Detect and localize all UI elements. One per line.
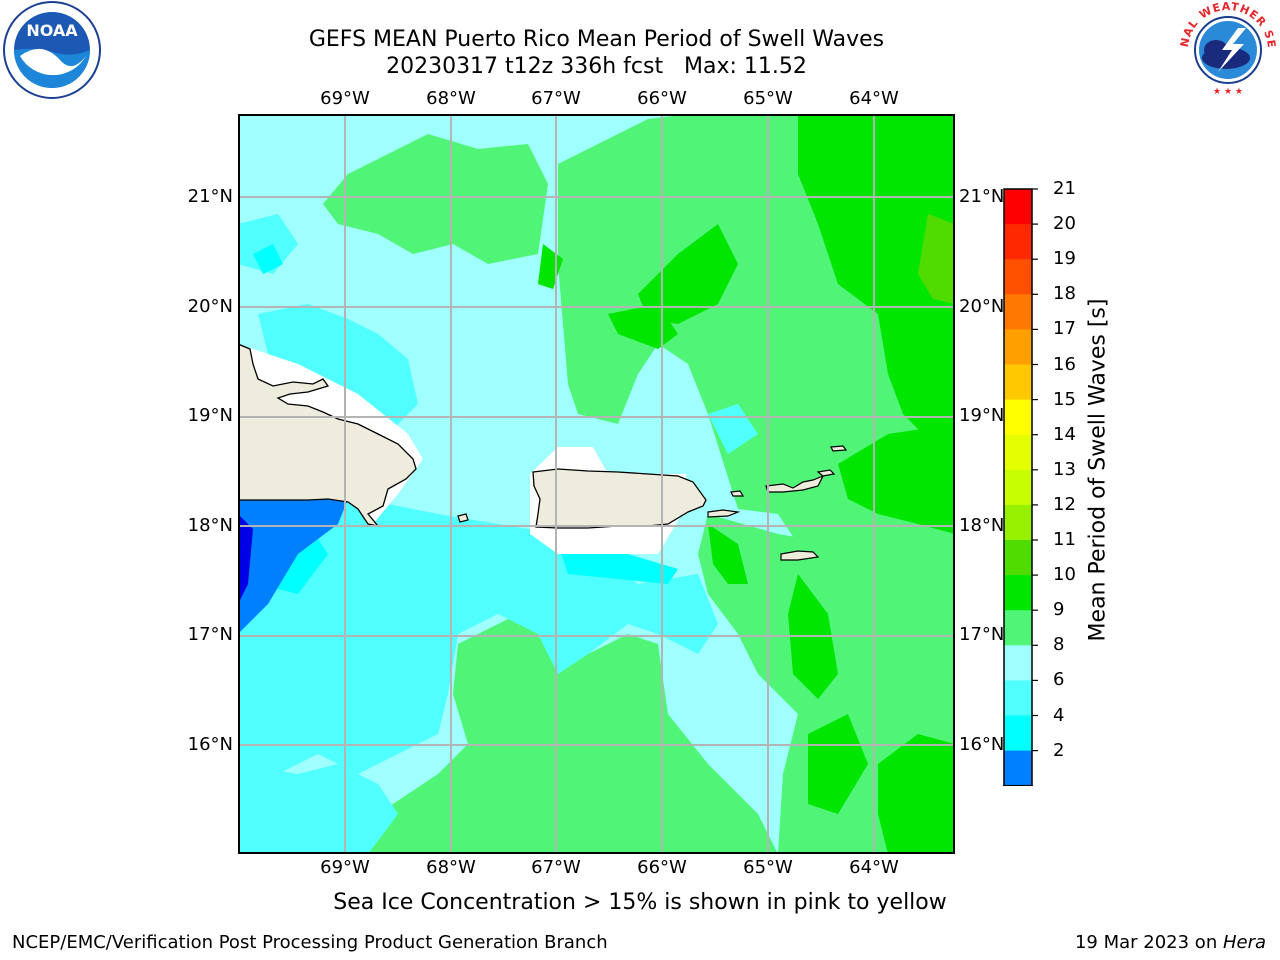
graticule (238, 114, 955, 854)
colorbar-swatch (1004, 680, 1032, 716)
lat-label-right-17n: 17°N (959, 624, 1005, 645)
land-mona (457, 513, 469, 523)
colorbar-swatch (1004, 224, 1032, 260)
lat-label-right-19n: 19°N (959, 405, 1005, 426)
colorbar-tick-label: 6 (1053, 669, 1065, 691)
lat-label-right-18n: 18°N (959, 515, 1005, 536)
colorbar-tick-label: 12 (1053, 493, 1076, 515)
lon-label-bottom-64w: 64°W (849, 857, 899, 878)
lon-label-bottom-66w: 66°W (637, 857, 687, 878)
lat-label-left-18n: 18°N (187, 515, 233, 536)
lat-label-left-19n: 19°N (187, 405, 233, 426)
lon-label-top-66w: 66°W (637, 88, 687, 109)
field-blue (238, 499, 348, 634)
nws-logo: NATIONAL WEATHER SERVICE ★ ★ ★ (1173, 0, 1278, 100)
colorbar-tick-label: 15 (1053, 388, 1076, 410)
lat-label-right-16n: 16°N (959, 734, 1005, 755)
colorbar-swatch (1004, 329, 1032, 365)
lon-label-top-69w: 69°W (320, 88, 370, 109)
field-bright-green-4 (838, 424, 955, 534)
field-green-north (323, 134, 548, 264)
colorbar-swatch (1004, 364, 1032, 401)
land-st-croix (780, 550, 820, 561)
field-bright-green-8 (878, 734, 955, 854)
field-lime (918, 214, 955, 304)
noaa-logo-text: NOAA (26, 21, 78, 40)
colorbar-swatch (1004, 715, 1032, 752)
colorbar-outline (1003, 188, 1033, 787)
colorbar-swatch (1004, 434, 1032, 471)
sea-ice-note: Sea Ice Concentration > 15% is shown in … (333, 890, 947, 915)
colorbar-tick-label: 4 (1053, 704, 1065, 726)
colorbar-tick-label: 13 (1053, 458, 1076, 480)
colorbar-swatch (1004, 294, 1032, 330)
colorbar-swatch (1004, 399, 1032, 436)
lon-label-bottom-68w: 68°W (426, 857, 476, 878)
lon-label-top-68w: 68°W (426, 88, 476, 109)
lon-label-bottom-69w: 69°W (320, 857, 370, 878)
lat-label-right-21n: 21°N (959, 186, 1005, 207)
lat-label-left-21n: 21°N (187, 186, 233, 207)
colorbar (1000, 186, 1040, 816)
footer-date-text: 19 Mar 2023 on (1074, 932, 1223, 953)
map-title: GEFS MEAN Puerto Rico Mean Period of Swe… (308, 27, 885, 52)
land-vieques (707, 509, 741, 518)
lon-label-top-67w: 67°W (531, 88, 581, 109)
field-darkblue (238, 514, 253, 604)
colorbar-tick-label: 16 (1053, 353, 1076, 375)
colorbar-swatch (1004, 259, 1032, 295)
lon-label-top-64w: 64°W (849, 88, 899, 109)
colorbar-tick-label: 19 (1053, 248, 1076, 270)
field-green-southcentral (368, 619, 778, 854)
colorbar-swatch (1004, 469, 1032, 506)
colorbar-tick-label: 10 (1053, 564, 1076, 586)
colorbar-swatches (1002, 188, 1038, 816)
lon-label-top-65w: 65°W (743, 88, 793, 109)
colorbar-tick-label: 20 (1053, 213, 1076, 235)
map-panel (238, 114, 955, 854)
svg-text:★ ★ ★: ★ ★ ★ (1213, 87, 1243, 97)
field-bright-green-3 (608, 304, 678, 349)
colorbar-tick-label: 2 (1053, 739, 1065, 761)
footer-date: 19 Mar 2023 on Hera (1075, 932, 1266, 953)
colorbar-tick-label: 8 (1053, 634, 1065, 656)
colorbar-swatch (1004, 540, 1032, 576)
field-bright-green-5 (708, 524, 748, 584)
colorbar-tick-label: 18 (1053, 283, 1076, 305)
lat-label-left-16n: 16°N (187, 734, 233, 755)
field-bright-green-7 (808, 714, 868, 814)
colorbar-swatch (1004, 645, 1032, 681)
lon-label-bottom-65w: 65°W (743, 857, 793, 878)
lat-label-right-20n: 20°N (959, 296, 1005, 317)
field-green-southwest (408, 794, 558, 854)
colorbar-label: Mean Period of Swell Waves [s] (1085, 298, 1111, 642)
field-aqua-2 (253, 244, 283, 274)
colorbar-swatch (1004, 610, 1032, 646)
field-cyan-west2 (258, 304, 418, 434)
land-culebra (730, 490, 745, 497)
colorbar-tick-label: 14 (1053, 423, 1076, 445)
field-cyan-south (238, 764, 398, 854)
swell-period-map (238, 114, 955, 854)
colorbar-swatch (1004, 189, 1032, 225)
land-anegada (830, 445, 848, 452)
lat-label-left-17n: 17°N (187, 624, 233, 645)
lon-label-bottom-67w: 67°W (531, 857, 581, 878)
map-subtitle: 20230317 t12z 336h fcst Max: 11.52 (386, 54, 807, 79)
colorbar-swatch (1004, 575, 1032, 611)
footer-credit: NCEP/EMC/Verification Post Processing Pr… (12, 932, 608, 953)
footer-host: Hera (1222, 932, 1266, 953)
colorbar-tick-label: 21 (1053, 178, 1076, 199)
noaa-logo: NOAA (2, 0, 102, 100)
map-border (238, 114, 955, 854)
land-virgin-islands-2 (816, 469, 836, 477)
colorbar-swatch (1004, 504, 1032, 541)
colorbar-swatch (1004, 750, 1032, 787)
colorbar-tick-label: 9 (1053, 599, 1065, 621)
colorbar-tick-label: 11 (1053, 529, 1076, 550)
land-hispaniola (238, 343, 417, 527)
colorbar-tick-label: 17 (1053, 318, 1076, 340)
lat-label-left-20n: 20°N (187, 296, 233, 317)
field-cyan-west (238, 214, 298, 274)
